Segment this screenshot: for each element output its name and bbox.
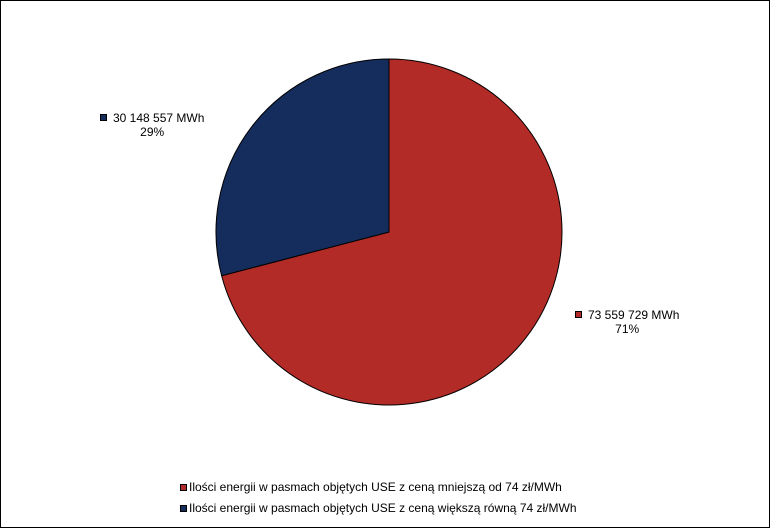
legend-item-2: Ilości energii w pasmach objętych USE z … xyxy=(180,501,577,522)
data-label-percent-2: 29% xyxy=(140,125,165,139)
legend-swatch-2 xyxy=(180,505,187,512)
pie-slice-2 xyxy=(215,58,390,277)
data-label-slice-2: 30 148 557 MWh 29% xyxy=(100,111,204,139)
legend-label-1: Ilości energii w pasmach objętych USE z … xyxy=(189,480,562,494)
legend-label-2: Ilości energii w pasmach objętych USE z … xyxy=(189,501,577,515)
pie-slice-1 xyxy=(221,58,563,406)
legend-swatch-1 xyxy=(180,484,187,491)
data-label-percent-1: 71% xyxy=(615,322,640,336)
data-label-value-2: 30 148 557 MWh xyxy=(113,111,205,125)
data-label-slice-1: 73 559 729 MWh 71% xyxy=(575,308,679,336)
data-label-marker-1 xyxy=(575,311,582,318)
data-label-marker-2 xyxy=(100,114,107,121)
data-label-value-1: 73 559 729 MWh xyxy=(588,308,680,322)
legend-item-1: Ilości energii w pasmach objętych USE z … xyxy=(180,480,577,501)
legend: Ilości energii w pasmach objętych USE z … xyxy=(180,480,577,522)
